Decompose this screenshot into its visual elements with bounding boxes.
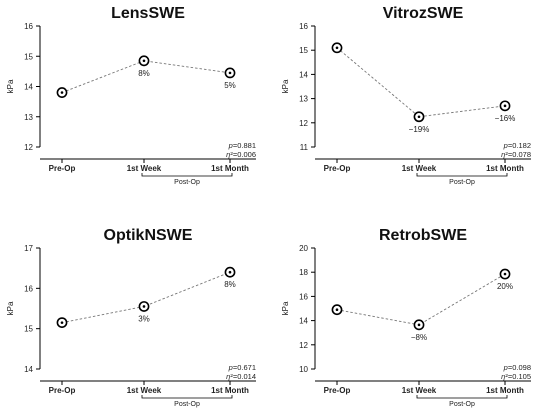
post-op-label: Post-Op (174, 179, 200, 186)
post-op-bracket (416, 173, 508, 177)
data-point-center (417, 115, 421, 119)
y-tick-label: 20 (299, 244, 308, 253)
y-axis-label: kPa (281, 79, 290, 93)
series-line (336, 47, 506, 118)
eta-squared: η²=0.105 (501, 372, 531, 381)
chart-panel: RetrobSWE 10 12 14 16 18 20 kPa Pre-Op 1st Week 1s… (281, 227, 531, 408)
data-label: 8% (224, 280, 236, 289)
data-label: 3% (138, 314, 150, 323)
data-point-center (142, 59, 146, 63)
y-tick-label: 15 (24, 325, 33, 334)
data-label: 8% (138, 69, 150, 78)
y-tick-label: 14 (24, 83, 33, 92)
y-tick-label: 13 (299, 95, 308, 104)
eta-squared: η²=0.014 (226, 372, 256, 381)
chart-title: LensSWE (111, 5, 185, 22)
data-point-center (417, 323, 421, 327)
series-line (61, 271, 231, 324)
y-axis-label: kPa (281, 301, 290, 315)
post-op-label: Post-Op (449, 401, 475, 408)
chart-title: RetrobSWE (379, 227, 467, 244)
data-label: 5% (224, 81, 236, 90)
y-axis-label: kPa (6, 79, 15, 93)
x-tick-label: 1st Week (402, 386, 437, 395)
y-tick-label: 12 (299, 119, 308, 128)
chart-title: VitrozSWE (383, 5, 464, 22)
post-op-bracket (141, 173, 233, 177)
chart-panel: OptikNSWE 14 15 16 17 kPa Pre-Op 1st Week 1st Mo… (6, 227, 256, 408)
y-tick-label: 17 (24, 244, 33, 253)
data-point-center (228, 270, 232, 274)
data-point-center (503, 104, 507, 108)
post-op-bracket (416, 395, 508, 399)
x-tick-label: Pre-Op (49, 164, 76, 173)
y-tick-label: 14 (299, 317, 308, 326)
x-tick-label: 1st Week (402, 164, 437, 173)
series-line (336, 273, 506, 326)
y-tick-label: 16 (299, 292, 308, 301)
x-tick-label: Pre-Op (324, 386, 351, 395)
y-tick-label: 16 (24, 284, 33, 293)
y-tick-label: 11 (300, 143, 309, 152)
x-tick-label: 1st Month (486, 386, 524, 395)
chart-title: OptikNSWE (104, 227, 193, 244)
x-tick-label: 1st Month (211, 386, 249, 395)
y-tick-label: 12 (299, 341, 308, 350)
x-tick-label: 1st Week (127, 386, 162, 395)
chart-panel: LensSWE 12 13 14 15 16 kPa Pre-Op 1st Week 1st Mo… (6, 5, 256, 186)
y-tick-label: 15 (299, 46, 308, 55)
post-op-bracket (141, 395, 233, 399)
post-op-label: Post-Op (449, 179, 475, 186)
x-tick-label: 1st Week (127, 164, 162, 173)
data-label: −19% (409, 125, 430, 134)
data-point-center (503, 272, 507, 276)
y-tick-label: 10 (299, 365, 308, 374)
y-tick-label: 14 (24, 365, 33, 374)
chart-panel: VitrozSWE 11 12 13 14 15 16 kPa Pre-Op 1st Week 1s… (281, 5, 531, 186)
data-label: −16% (495, 114, 516, 123)
y-tick-label: 18 (299, 268, 308, 277)
p-value: p=0.671 (228, 363, 256, 372)
eta-squared: η²=0.006 (226, 150, 256, 159)
data-point-center (60, 321, 64, 324)
p-value: p=0.881 (228, 141, 256, 150)
data-label: −8% (411, 333, 427, 342)
y-tick-label: 16 (24, 22, 33, 31)
data-point-center (60, 91, 64, 94)
data-point-center (335, 46, 339, 50)
data-label: 20% (497, 282, 513, 291)
data-point-center (228, 71, 232, 75)
y-tick-label: 15 (24, 52, 33, 61)
y-axis-label: kPa (6, 301, 15, 315)
x-tick-label: Pre-Op (49, 386, 76, 395)
x-tick-label: 1st Month (211, 164, 249, 173)
y-tick-label: 14 (299, 70, 308, 79)
x-tick-label: 1st Month (486, 164, 524, 173)
data-point-center (142, 305, 146, 308)
y-tick-label: 12 (24, 143, 33, 152)
p-value: p=0.098 (503, 363, 531, 372)
p-value: p=0.182 (503, 141, 531, 150)
y-tick-label: 13 (24, 113, 33, 122)
x-tick-label: Pre-Op (324, 164, 351, 173)
data-point-center (335, 308, 339, 312)
eta-squared: η²=0.078 (501, 150, 531, 159)
post-op-label: Post-Op (174, 401, 200, 408)
y-tick-label: 16 (299, 22, 308, 31)
